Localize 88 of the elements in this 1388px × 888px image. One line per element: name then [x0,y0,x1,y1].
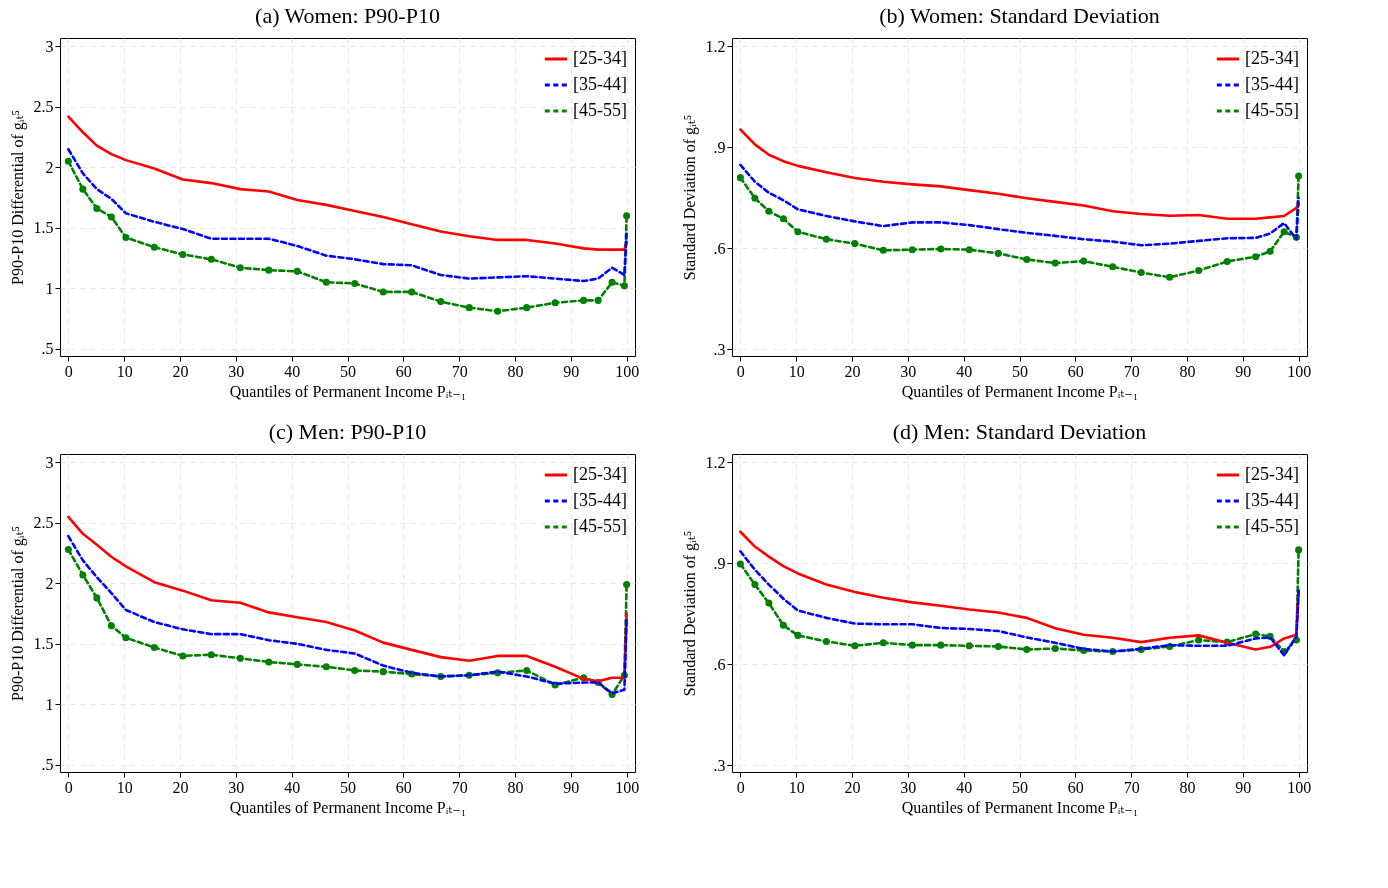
legend-label: [45-55] [573,100,627,120]
x-tick-label: 50 [340,778,356,796]
x-tick-label: 0 [64,778,73,796]
x-tick-label: 90 [1235,362,1252,380]
x-tick-label: 20 [172,778,189,796]
chart-title: (a) Women: P90-P10 [255,3,440,28]
y-axis-title: Standard Deviation of gᵢₜ⁵ [680,530,699,697]
legend-label: [35-44] [573,490,627,510]
x-axis-title: Quantiles of Permanent Income Pᵢₜ₋₁ [229,798,467,816]
y-tick-label: .5 [41,756,54,774]
chart-title: (d) Men: Standard Deviation [892,419,1147,444]
x-axis-title: Quantiles of Permanent Income Pᵢₜ₋₁ [229,382,467,400]
x-tick-label: 20 [844,362,861,380]
y-axis-title: P90-P10 Differential of gᵢₜ⁵ [8,526,27,701]
x-tick-label: 40 [284,778,301,796]
legend-label: [25-34] [573,464,627,484]
y-tick-label: 2.5 [33,98,54,116]
x-tick-label: 90 [563,778,580,796]
x-tick-label: 60 [395,778,412,796]
x-axis-title: Quantiles of Permanent Income Pᵢₜ₋₁ [901,382,1139,400]
x-tick-label: 80 [507,362,524,380]
y-tick-label: .3 [713,756,726,774]
y-tick-label: 1.5 [33,219,54,237]
y-tick-label: .9 [713,138,726,156]
y-tick-label: 2.5 [33,514,54,532]
y-tick-label: 2 [45,158,54,176]
legend-label: [25-34] [1245,464,1299,484]
x-tick-label: 100 [1287,778,1312,796]
x-tick-label: 60 [1067,362,1084,380]
legend-label: [45-55] [573,516,627,536]
x-tick-label: 90 [563,362,580,380]
y-tick-label: 1 [45,695,54,713]
y-tick-label: 1.2 [705,37,726,55]
x-tick-label: 0 [736,778,745,796]
y-tick-label: 3 [45,453,54,471]
x-tick-label: 40 [956,362,973,380]
x-tick-label: 20 [172,362,189,380]
x-tick-label: 70 [1123,362,1140,380]
x-tick-label: 70 [451,362,468,380]
x-tick-label: 70 [1123,778,1140,796]
y-tick-label: .3 [713,340,726,358]
x-tick-label: 50 [1012,362,1028,380]
y-tick-label: .9 [713,554,726,572]
x-tick-label: 0 [64,362,73,380]
y-tick-label: 3 [45,37,54,55]
y-tick-label: 2 [45,574,54,592]
x-tick-label: 10 [116,778,133,796]
legend-label: [35-44] [1245,490,1299,510]
x-tick-label: 30 [900,362,917,380]
x-tick-label: 80 [507,778,524,796]
y-tick-label: .6 [713,239,726,257]
x-tick-label: 40 [284,362,301,380]
y-axis-title: P90-P10 Differential of gᵢₜ⁵ [8,110,27,285]
x-tick-label: 30 [228,362,245,380]
x-tick-label: 60 [1067,778,1084,796]
y-tick-label: 1 [45,279,54,297]
chart-title: (c) Men: P90-P10 [268,419,427,444]
x-tick-label: 60 [395,362,412,380]
x-tick-label: 0 [736,362,745,380]
y-tick-label: .5 [41,340,54,358]
x-tick-label: 90 [1235,778,1252,796]
x-tick-label: 100 [615,362,640,380]
y-tick-label: 1.2 [705,453,726,471]
legend-label: [45-55] [1245,516,1299,536]
x-tick-label: 70 [451,778,468,796]
x-tick-label: 50 [340,362,356,380]
y-tick-label: 1.5 [33,635,54,653]
legend-label: [35-44] [1245,74,1299,94]
x-tick-label: 50 [1012,778,1028,796]
legend-label: [25-34] [1245,48,1299,68]
x-tick-label: 40 [956,778,973,796]
y-tick-label: .6 [713,655,726,673]
x-tick-label: 80 [1179,778,1196,796]
x-tick-label: 100 [1287,362,1312,380]
x-tick-label: 10 [788,778,805,796]
x-tick-label: 30 [228,778,245,796]
y-axis-title: Standard Deviation of gᵢₜ⁵ [680,114,699,281]
x-tick-label: 10 [116,362,133,380]
x-tick-label: 80 [1179,362,1196,380]
legend-label: [25-34] [573,48,627,68]
legend-label: [35-44] [573,74,627,94]
legend-label: [45-55] [1245,100,1299,120]
x-tick-label: 30 [900,778,917,796]
x-tick-label: 10 [788,362,805,380]
x-axis-title: Quantiles of Permanent Income Pᵢₜ₋₁ [901,798,1139,816]
chart-title: (b) Women: Standard Deviation [879,3,1160,28]
x-tick-label: 100 [615,778,640,796]
x-tick-label: 20 [844,778,861,796]
